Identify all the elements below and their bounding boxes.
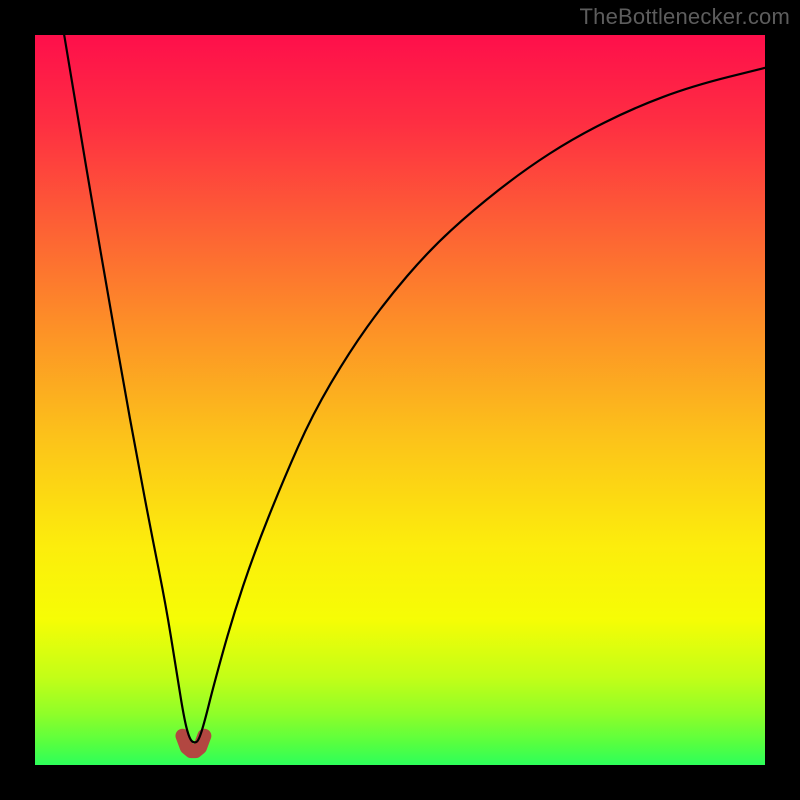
bottleneck-chart	[0, 0, 800, 800]
chart-gradient-bg	[35, 35, 765, 765]
